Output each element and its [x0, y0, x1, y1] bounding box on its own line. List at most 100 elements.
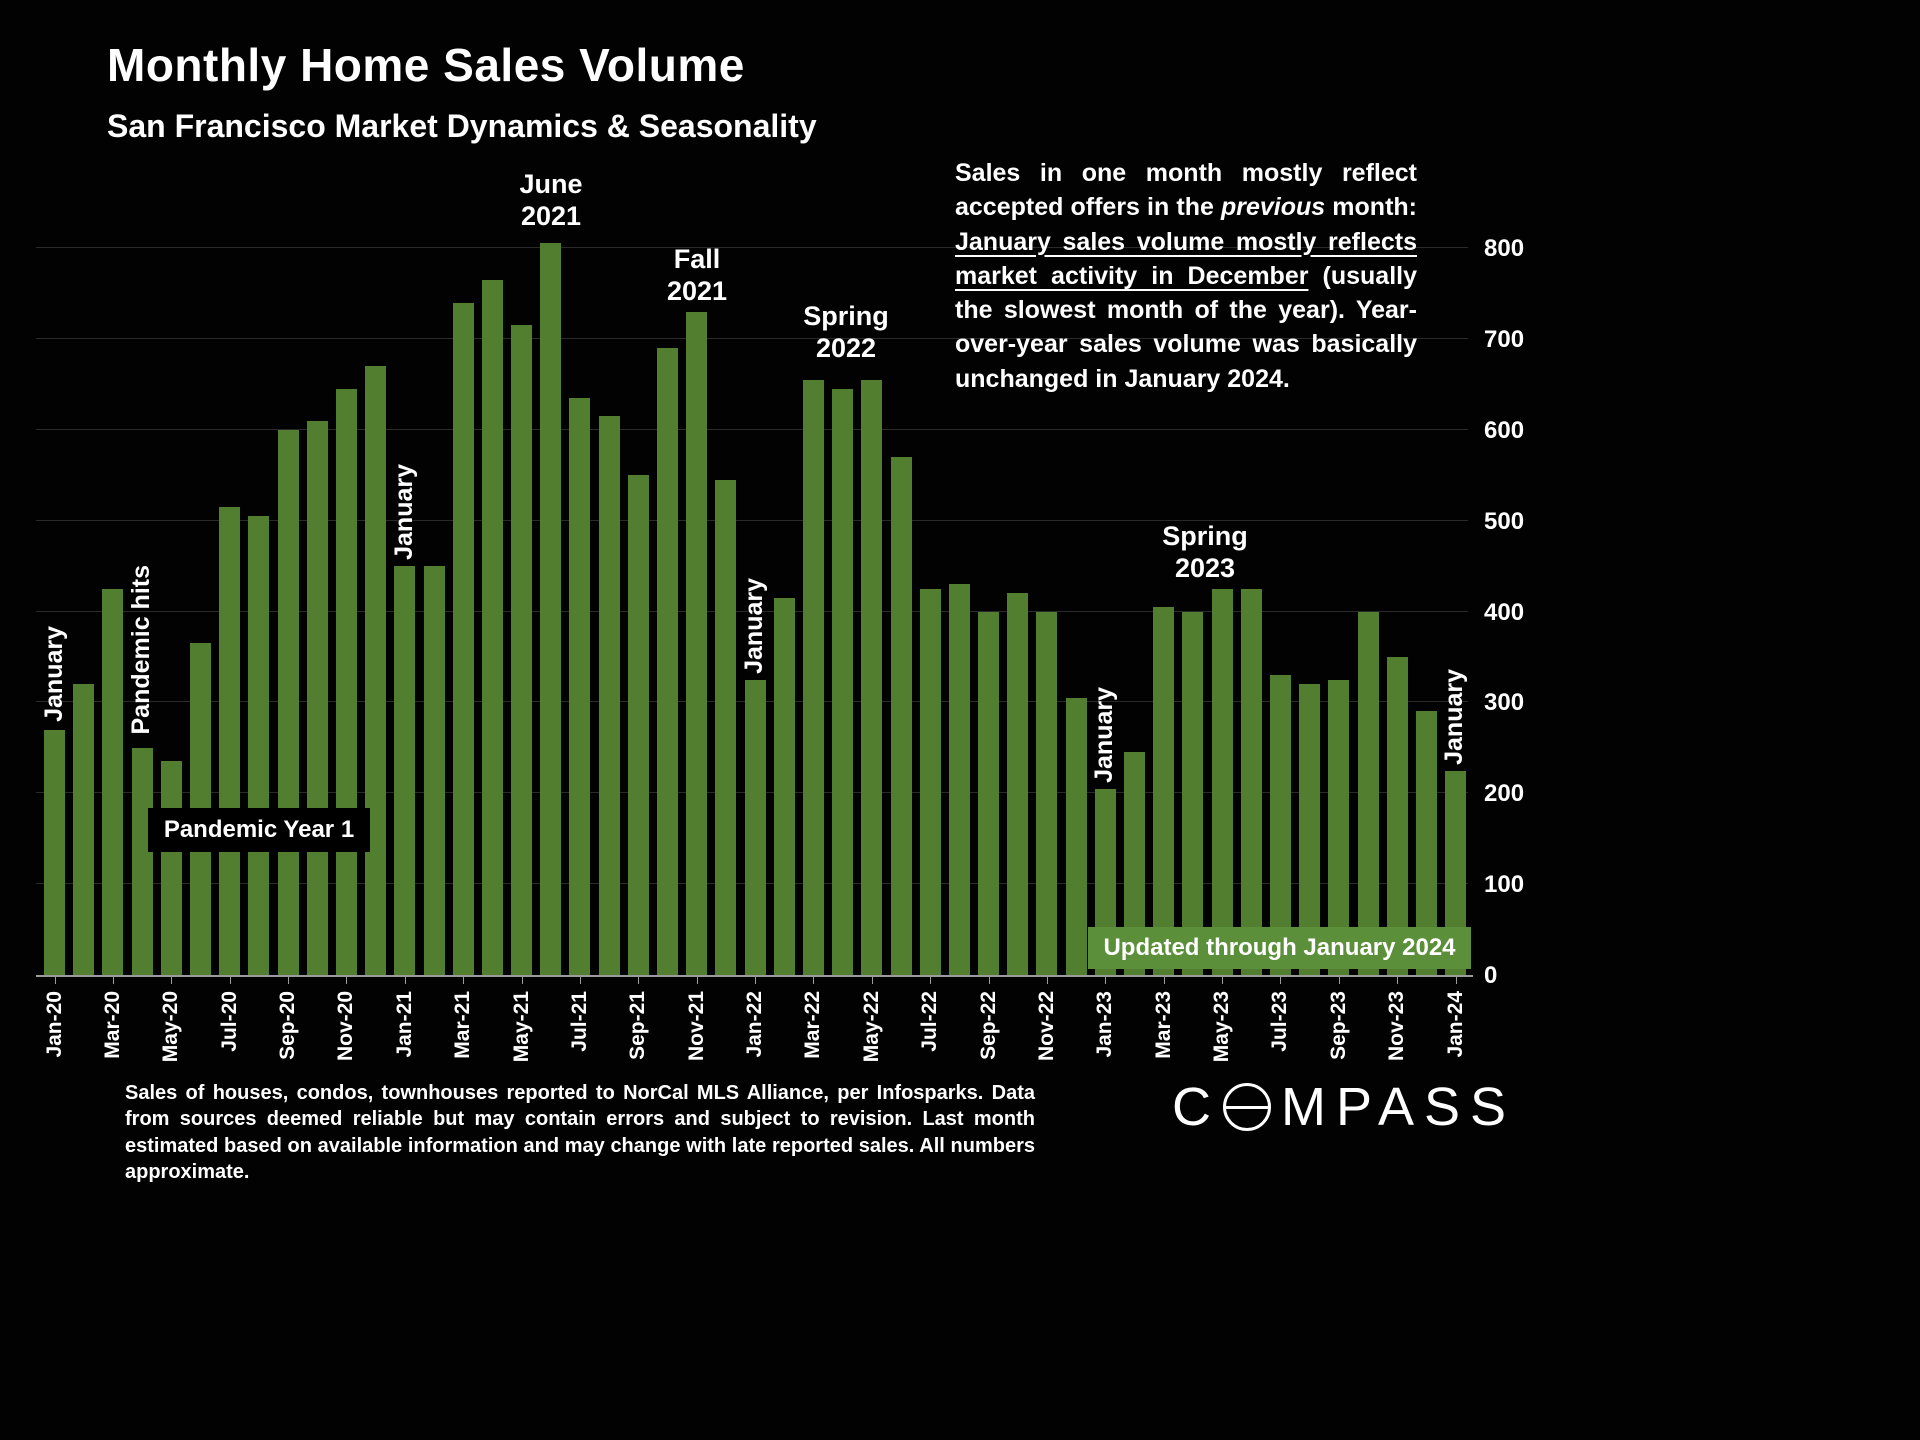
x-tick-mark [988, 976, 990, 984]
y-tick-label-100: 100 [1484, 871, 1525, 899]
x-cell-Mar-20: Mar-20 [98, 976, 127, 1075]
x-tick-label-Jan-23: Jan-23 [1093, 991, 1117, 1058]
bar-column-Jul-22 [916, 248, 945, 975]
bar-Nov-21 [686, 311, 708, 975]
x-axis-labels: Jan-20 Mar-20 May-20 Jul-20 Sep-20 Nov-20 Jan-… [40, 976, 1470, 1075]
x-cell-Dec-23 [1412, 979, 1441, 1075]
x-cell-Jun-21 [536, 979, 565, 1075]
x-tick-mark [229, 976, 231, 984]
commentary-text: (usually the slowest month of the year).… [955, 261, 1418, 393]
x-cell-Nov-21: Nov-21 [682, 976, 711, 1075]
bar-column-Jan-21 [390, 248, 419, 975]
x-cell-Jan-23: Jan-23 [1091, 976, 1120, 1075]
gridline-400 [36, 610, 1468, 612]
x-tick-label-Jul-20: Jul-20 [217, 991, 241, 1052]
bar-Aug-21 [598, 416, 620, 975]
x-cell-Jun-23 [1237, 979, 1266, 1075]
bar-column-May-23 [1208, 248, 1237, 975]
x-tick-mark [1455, 976, 1457, 984]
x-tick-label-Sep-23: Sep-23 [1326, 991, 1350, 1060]
x-tick-label-Jan-24: Jan-24 [1443, 991, 1467, 1058]
bar-Sep-22 [978, 611, 1000, 975]
x-tick-mark [1280, 976, 1282, 984]
compass-logo-c: C [1172, 1077, 1221, 1137]
banner-text: Updated through January 2024 [1103, 934, 1456, 961]
x-tick-label-Nov-21: Nov-21 [684, 991, 708, 1062]
x-tick-mark [930, 976, 932, 984]
bar-Oct-23 [1357, 611, 1379, 975]
x-axis-line [36, 975, 1473, 977]
bar-Dec-23 [1415, 711, 1437, 975]
x-cell-Nov-20: Nov-20 [332, 976, 361, 1075]
bar-Jan-20 [44, 729, 66, 975]
bar-column-May-20 [157, 248, 186, 975]
x-tick-label-Jan-21: Jan-21 [392, 991, 416, 1058]
x-cell-Mar-21: Mar-21 [449, 976, 478, 1075]
bar-Aug-20 [248, 516, 270, 975]
x-tick-label-May-23: May-23 [1210, 991, 1234, 1063]
x-tick-label-Jan-22: Jan-22 [743, 991, 767, 1058]
x-tick-label-Mar-21: Mar-21 [451, 991, 475, 1059]
annotation-line: Spring [803, 301, 889, 331]
bar-column-Jun-21 [536, 243, 565, 975]
bar-column-Oct-22 [1003, 248, 1032, 975]
bar-Mar-20 [102, 588, 124, 975]
bar-Mar-21 [452, 302, 474, 975]
x-tick-mark [463, 976, 465, 984]
y-tick-label-400: 400 [1484, 598, 1525, 626]
x-tick-label-Mar-23: Mar-23 [1151, 991, 1175, 1059]
bar-column-Aug-22 [945, 248, 974, 975]
bar-column-Oct-21 [653, 248, 682, 975]
bar-column-Feb-21 [419, 248, 448, 975]
bar-Feb-23 [1124, 752, 1146, 975]
x-cell-Oct-23 [1353, 979, 1382, 1075]
bar-Oct-22 [1007, 593, 1029, 975]
bar-column-Jun-22 [886, 248, 915, 975]
bar-column-Mar-20 [98, 248, 127, 975]
x-cell-Mar-23: Mar-23 [1149, 976, 1178, 1075]
y-tick-label-200: 200 [1484, 780, 1525, 808]
annotation-line: June [519, 169, 583, 199]
x-cell-Aug-20 [244, 979, 273, 1075]
bar-Mar-23 [1153, 606, 1175, 975]
x-cell-Sep-22: Sep-22 [974, 976, 1003, 1075]
bar-column-Nov-22 [1032, 248, 1061, 975]
bar-Feb-20 [73, 684, 95, 975]
annotation-spring-2022: Spring 2022 [781, 300, 911, 365]
x-tick-label-Nov-23: Nov-23 [1385, 991, 1409, 1062]
bar-May-22 [861, 379, 883, 975]
bar-Sep-23 [1328, 679, 1350, 975]
annotation-line: 2021 [520, 201, 582, 232]
x-tick-label-Nov-20: Nov-20 [334, 991, 358, 1062]
x-tick-mark [1163, 976, 1165, 984]
x-tick-mark [1222, 976, 1224, 984]
x-cell-Jul-21: Jul-21 [565, 976, 594, 1075]
bar-Jul-20 [219, 507, 241, 975]
commentary: Sales in one month mostly reflect accept… [955, 156, 1417, 396]
x-cell-Aug-22 [945, 979, 974, 1075]
x-cell-Sep-21: Sep-21 [624, 976, 653, 1075]
compass-logo: C MPASS [1172, 1076, 1516, 1138]
bar-column-Jul-21 [565, 248, 594, 975]
bar-column-Sep-20 [274, 248, 303, 975]
x-cell-May-21: May-21 [507, 976, 536, 1075]
x-tick-mark [112, 976, 114, 984]
x-tick-mark [288, 976, 290, 984]
bar-column-Mar-21 [449, 248, 478, 975]
bar-column-Jun-23 [1237, 248, 1266, 975]
x-tick-mark [755, 976, 757, 984]
bar-column-Oct-20 [303, 248, 332, 975]
x-cell-Feb-21 [419, 979, 448, 1075]
bar-column-Dec-21 [711, 248, 740, 975]
bar-Dec-22 [1065, 697, 1087, 975]
annotation-january-jan21: January [390, 464, 418, 560]
annotation-fall-2021: Fall 2021 [632, 243, 762, 308]
x-tick-label-Jul-22: Jul-22 [918, 991, 942, 1052]
annotation-january-jan23: January [1090, 687, 1118, 783]
x-cell-Dec-20 [361, 979, 390, 1075]
bar-Sep-20 [277, 429, 299, 975]
bar-Jun-23 [1240, 588, 1262, 975]
x-cell-Sep-20: Sep-20 [274, 976, 303, 1075]
x-cell-Dec-21 [711, 979, 740, 1075]
x-cell-Jan-20: Jan-20 [40, 976, 69, 1075]
